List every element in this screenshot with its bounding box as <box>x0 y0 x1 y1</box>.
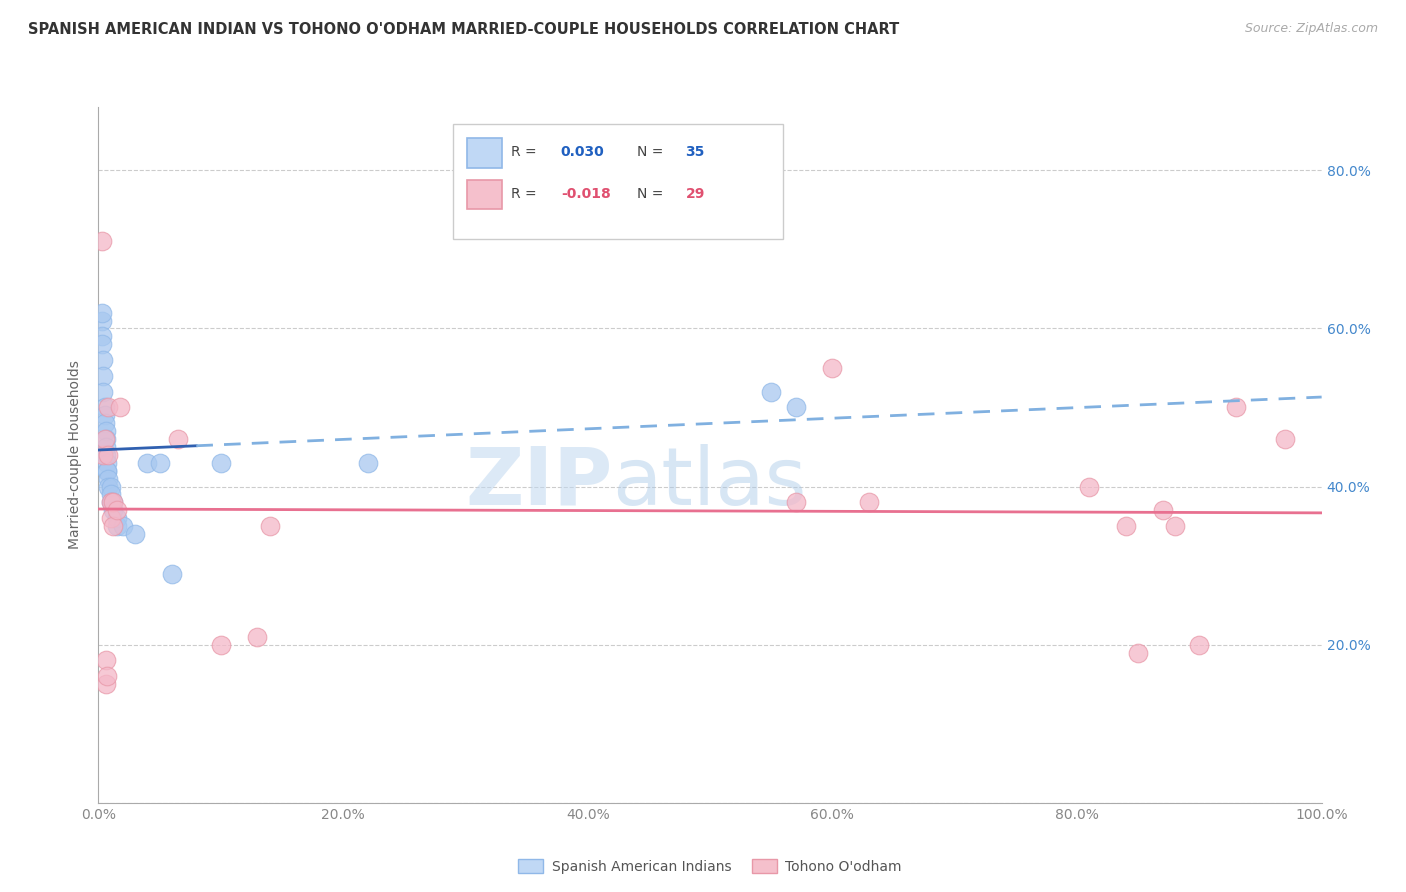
Point <box>209 456 232 470</box>
Text: atlas: atlas <box>612 443 807 522</box>
Text: R =: R = <box>510 187 536 201</box>
Point <box>136 456 159 470</box>
Point <box>94 432 117 446</box>
Point <box>94 448 117 462</box>
Point <box>111 519 134 533</box>
Point <box>100 495 122 509</box>
Point <box>1128 646 1150 660</box>
Point <box>101 503 124 517</box>
Point <box>101 495 124 509</box>
Point <box>93 409 115 423</box>
Legend: Spanish American Indians, Tohono O'odham: Spanish American Indians, Tohono O'odham <box>513 854 907 880</box>
Text: Source: ZipAtlas.com: Source: ZipAtlas.com <box>1244 22 1378 36</box>
Point <box>1164 519 1187 533</box>
Point <box>96 456 118 470</box>
Point <box>124 527 146 541</box>
Point <box>858 495 880 509</box>
Point <box>93 401 115 415</box>
Point <box>1274 432 1296 446</box>
Point <box>100 495 122 509</box>
Text: 0.030: 0.030 <box>561 145 605 160</box>
Point <box>821 360 844 375</box>
Point <box>100 479 122 493</box>
Point <box>91 368 114 383</box>
Point <box>94 677 117 691</box>
Point <box>356 456 378 470</box>
Point <box>91 329 114 343</box>
Point <box>246 630 269 644</box>
Text: 35: 35 <box>686 145 704 160</box>
Point <box>96 464 118 478</box>
Point <box>105 503 128 517</box>
FancyBboxPatch shape <box>467 138 502 168</box>
Text: R =: R = <box>510 145 536 160</box>
Point <box>91 384 114 399</box>
Point <box>97 401 120 415</box>
Text: N =: N = <box>637 145 664 160</box>
Text: ZIP: ZIP <box>465 443 612 522</box>
Point <box>110 401 132 415</box>
Point <box>100 511 122 525</box>
Point <box>96 464 118 478</box>
Point <box>149 456 172 470</box>
Point <box>1225 401 1247 415</box>
Point <box>209 638 232 652</box>
Point <box>1115 519 1137 533</box>
Point <box>1152 503 1174 517</box>
Point <box>105 519 128 533</box>
Point <box>91 448 114 462</box>
Point <box>93 432 115 446</box>
Point <box>167 432 190 446</box>
Point <box>1078 479 1101 493</box>
Point <box>761 384 783 399</box>
Point <box>105 511 128 525</box>
FancyBboxPatch shape <box>467 180 502 210</box>
Text: 29: 29 <box>686 187 704 201</box>
Point <box>91 235 114 249</box>
Text: SPANISH AMERICAN INDIAN VS TOHONO O'ODHAM MARRIED-COUPLE HOUSEHOLDS CORRELATION : SPANISH AMERICAN INDIAN VS TOHONO O'ODHA… <box>28 22 900 37</box>
Point <box>94 653 117 667</box>
Point <box>93 417 115 431</box>
Point <box>91 353 114 368</box>
Point <box>94 440 117 454</box>
Point <box>91 313 114 327</box>
Point <box>101 519 124 533</box>
Point <box>259 519 281 533</box>
FancyBboxPatch shape <box>453 124 783 239</box>
Point <box>1188 638 1211 652</box>
Text: N =: N = <box>637 187 664 201</box>
Point <box>101 495 124 509</box>
Point <box>91 305 114 319</box>
Point <box>97 448 120 462</box>
Point <box>97 479 120 493</box>
Point <box>96 669 118 683</box>
Point <box>91 337 114 351</box>
Point <box>785 495 807 509</box>
Y-axis label: Married-couple Households: Married-couple Households <box>69 360 83 549</box>
Point <box>97 472 120 486</box>
Point <box>94 424 117 438</box>
Point <box>160 566 183 581</box>
Text: -0.018: -0.018 <box>561 187 610 201</box>
Point <box>100 487 122 501</box>
Point <box>785 401 807 415</box>
